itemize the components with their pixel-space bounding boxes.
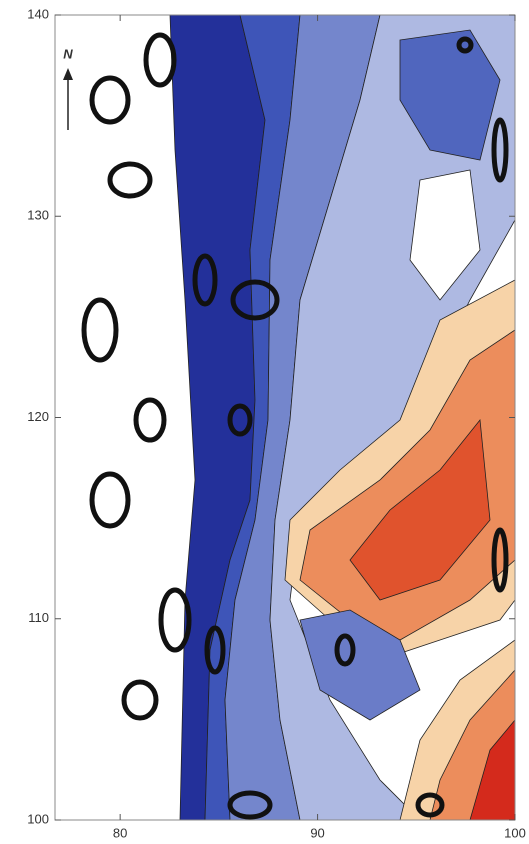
y-tick-label: 120 bbox=[27, 409, 49, 424]
black-contours bbox=[81, 32, 509, 820]
y-tick-label: 130 bbox=[27, 208, 49, 223]
north-arrow-head bbox=[63, 68, 73, 80]
x-tick-label: 80 bbox=[113, 825, 127, 840]
y-tick-label: 100 bbox=[27, 811, 49, 826]
y-tick-label: 140 bbox=[27, 6, 49, 21]
y-tick-label: 110 bbox=[28, 610, 49, 625]
contour-field bbox=[55, 15, 515, 820]
x-tick-label: 90 bbox=[310, 825, 324, 840]
north-label: N bbox=[63, 46, 73, 61]
x-tick-label: 100 bbox=[504, 825, 526, 840]
